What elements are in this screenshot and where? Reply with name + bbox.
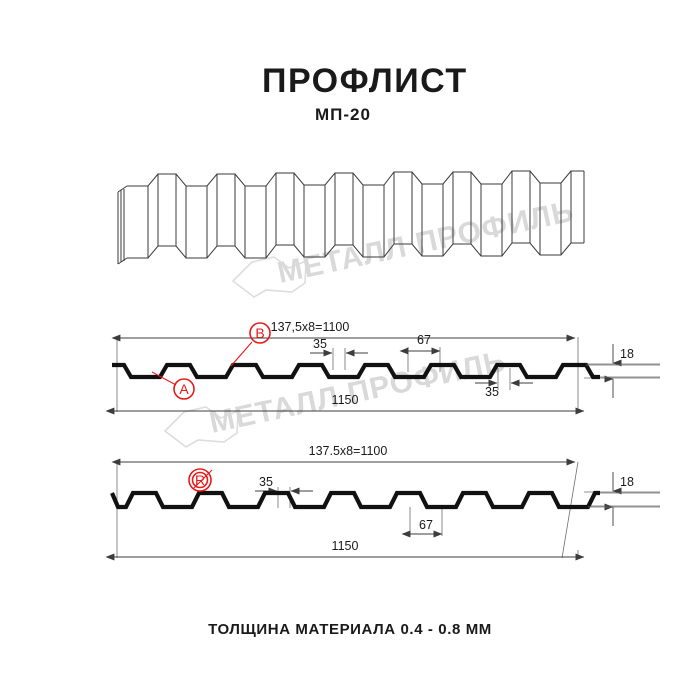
dim-label-trough35-top: 35 [485, 385, 499, 399]
dim-label-crest35-bottom: 35 [259, 475, 273, 489]
footer-material-thickness: ТОЛЩИНА МАТЕРИАЛА 0.4 - 0.8 ММ [208, 621, 492, 638]
dim-label-h18-bottom: 18 [620, 475, 634, 489]
callout-r: R [188, 468, 213, 492]
dim-label-pitch67-bottom: 67 [419, 518, 433, 532]
page-subtitle: МП-20 [315, 105, 371, 124]
dim-label-inner-top: 137,5x8=1100 [271, 320, 350, 334]
watermark-upper: МЕТАЛЛ ПРОФИЛЬ [231, 195, 577, 298]
profile-section-a-group: 137,5x8=1100 1150 35 67 35 18 [105, 320, 660, 415]
dim-label-outer-top: 1150 [332, 393, 359, 407]
dim-label-outer-bottom: 1150 [332, 539, 359, 553]
dim-label-inner-bottom: 137.5x8=1100 [309, 444, 388, 458]
profile-section-r-group: 137.5x8=1100 1150 35 67 18 [105, 444, 660, 561]
page-title: ПРОФЛИСТ [262, 62, 468, 100]
dim-label-crest35-top: 35 [313, 337, 327, 351]
watermark-text-upper: МЕТАЛЛ ПРОФИЛЬ [275, 195, 577, 290]
callout-b-label: B [255, 325, 264, 341]
isometric-corrugated-sheet [117, 170, 585, 265]
callout-r-label: R [195, 472, 205, 488]
dim-label-h18-top: 18 [620, 347, 634, 361]
callout-a-label: A [179, 381, 189, 397]
dim-label-pitch67-top: 67 [417, 333, 431, 347]
callout-a: A [151, 371, 195, 400]
callout-b: B [230, 322, 271, 367]
